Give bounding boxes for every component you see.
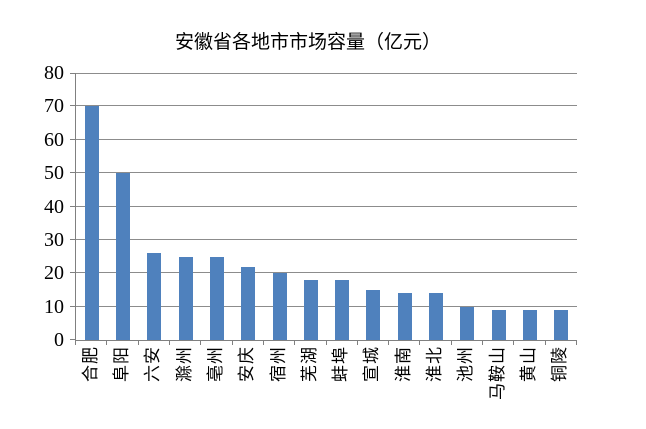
- bar: [554, 309, 569, 340]
- x-category-label: 宣城: [362, 346, 382, 382]
- x-axis-tick: [576, 341, 577, 345]
- x-axis-tick: [513, 341, 515, 345]
- bar: [84, 106, 99, 340]
- y-axis-tick: [70, 272, 75, 274]
- x-axis-tick: [482, 341, 484, 345]
- gridline: [76, 205, 577, 207]
- bar: [397, 293, 412, 340]
- gridline: [76, 105, 577, 107]
- bar: [147, 253, 162, 340]
- x-axis-tick: [294, 341, 296, 345]
- plot-area: [75, 73, 577, 341]
- y-tick-label: 40: [44, 195, 64, 218]
- y-axis-tick: [70, 238, 75, 240]
- x-axis-tick: [450, 341, 452, 345]
- gridline: [76, 73, 577, 74]
- x-category-label: 黄山: [519, 346, 539, 382]
- gridline: [76, 172, 577, 174]
- x-axis-tick: [200, 341, 202, 345]
- x-axis-tick: [356, 341, 358, 345]
- bar: [178, 256, 193, 340]
- bar: [115, 173, 130, 340]
- y-tick-label: 80: [44, 62, 64, 84]
- bar: [429, 293, 444, 340]
- y-axis-tick: [70, 339, 75, 340]
- x-category-label: 淮南: [393, 346, 413, 382]
- x-axis-tick: [137, 341, 139, 345]
- x-category-label: 芜湖: [299, 346, 319, 382]
- y-axis-tick: [70, 73, 75, 74]
- x-axis-tick: [325, 341, 327, 345]
- x-category-label: 合肥: [80, 346, 100, 382]
- x-axis-tick: [544, 341, 546, 345]
- y-tick-label: 60: [44, 128, 64, 151]
- x-axis-tick: [106, 341, 108, 345]
- bar: [366, 289, 381, 340]
- y-tick-label: 70: [44, 95, 64, 118]
- gridline: [76, 138, 577, 140]
- gridline: [76, 238, 577, 240]
- x-category-label: 安庆: [237, 346, 257, 382]
- x-category-label: 蚌埠: [331, 346, 351, 382]
- bar: [209, 256, 224, 340]
- y-tick-label: 10: [44, 295, 64, 318]
- y-axis-tick: [70, 305, 75, 307]
- bar: [523, 309, 538, 340]
- y-tick-label: 30: [44, 228, 64, 251]
- x-category-label: 淮北: [425, 346, 445, 382]
- y-tick-label: 50: [44, 162, 64, 185]
- x-axis-tick: [388, 341, 390, 345]
- y-axis-tick: [70, 138, 75, 140]
- x-axis-tick: [75, 341, 76, 345]
- x-category-label: 铜陵: [550, 346, 570, 382]
- gridline: [76, 272, 577, 274]
- x-axis-tick: [231, 341, 233, 345]
- x-category-label: 亳州: [205, 346, 225, 382]
- bar: [460, 306, 475, 340]
- y-tick-label: 20: [44, 262, 64, 285]
- x-category-label: 马鞍山: [487, 346, 507, 400]
- y-axis-tick: [70, 205, 75, 207]
- chart-title: 安徽省各地市市场容量（亿元）: [174, 32, 441, 53]
- x-axis-tick: [262, 341, 264, 345]
- y-tick-label: 0: [54, 329, 64, 351]
- x-category-label: 六安: [143, 346, 163, 382]
- x-category-label: 阜阳: [111, 346, 131, 382]
- gridline: [76, 305, 577, 307]
- x-category-label: 宿州: [268, 346, 288, 382]
- x-category-label: 池州: [456, 346, 476, 382]
- y-axis-tick: [70, 105, 75, 107]
- x-category-label: 滁州: [174, 346, 194, 382]
- bar: [241, 266, 256, 340]
- bar: [303, 279, 318, 340]
- y-axis-tick: [70, 172, 75, 174]
- x-axis-tick: [168, 341, 170, 345]
- x-axis-tick: [419, 341, 421, 345]
- bar: [335, 279, 350, 340]
- bar: [272, 273, 287, 340]
- bar: [491, 309, 506, 340]
